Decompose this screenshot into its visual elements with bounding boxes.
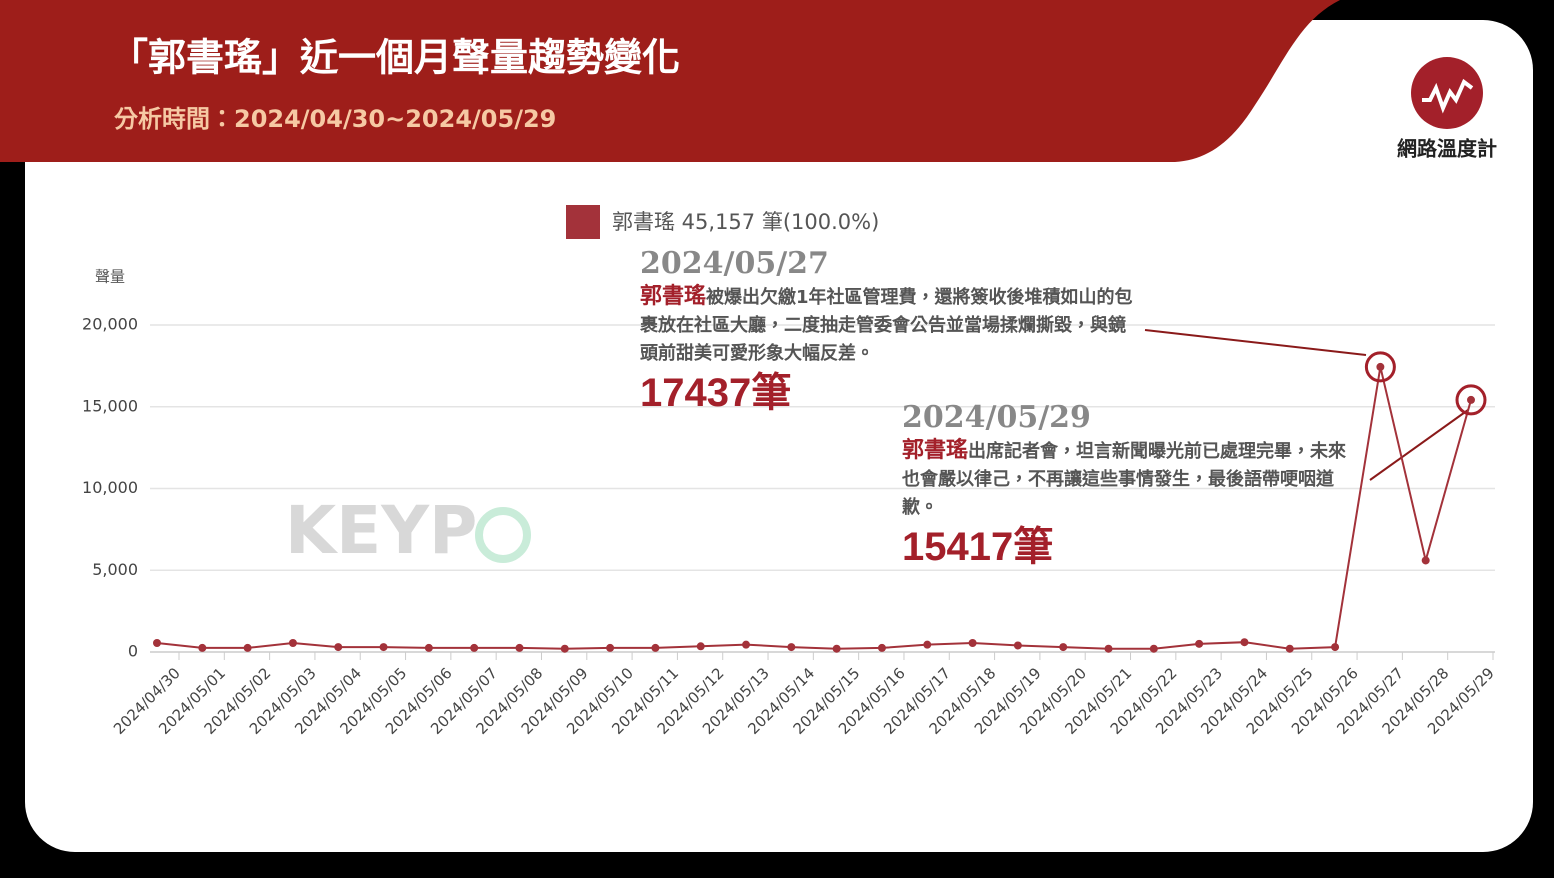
point <box>1376 362 1385 371</box>
point <box>1059 643 1068 652</box>
annotation: 2024/05/27 郭書瑤被爆出欠繳1年社區管理費，還將簽收後堆積如山的包裹放… <box>640 245 1140 418</box>
annotation: 2024/05/29 郭書瑤出席記者會，坦言新聞曝光前已處理完畢，未來也會嚴以律… <box>902 399 1362 572</box>
header-band <box>0 0 1340 162</box>
watermark-icon <box>475 507 531 563</box>
point <box>606 643 615 652</box>
y-tick-label: 0 <box>128 642 138 661</box>
point <box>424 643 433 652</box>
annotation-text: 郭書瑤出席記者會，坦言新聞曝光前已處理完畢，未來也會嚴以律己，不再讓這些事情發生… <box>902 437 1362 522</box>
annotation-text: 郭書瑤被爆出欠繳1年社區管理費，還將簽收後堆積如山的包裹放在社區大廳，二度抽走管… <box>640 283 1140 368</box>
y-tick-label: 15,000 <box>82 396 138 415</box>
point <box>515 643 524 652</box>
point <box>1421 556 1430 565</box>
subtitle: 分析時間：2024/04/30~2024/05/29 <box>114 105 556 133</box>
y-tick-label: 10,000 <box>82 478 138 497</box>
point <box>153 639 161 648</box>
annotation-name: 郭書瑤 <box>640 284 707 309</box>
point <box>696 642 705 651</box>
highlight-ring <box>1455 384 1487 416</box>
point <box>334 643 343 652</box>
y-tick-label: 20,000 <box>82 315 138 334</box>
point <box>288 639 297 648</box>
point <box>560 644 569 653</box>
annotation-body: 出席記者會，坦言新聞曝光前已處理完畢，未來也會嚴以律己，不再讓這些事情發生，最後… <box>902 441 1347 518</box>
annotation-value: 15417筆 <box>902 525 1054 569</box>
point <box>1104 644 1113 653</box>
annotation-date: 2024/05/27 <box>640 246 829 281</box>
point <box>198 643 207 652</box>
point <box>243 643 252 652</box>
point <box>470 643 479 652</box>
legend-label: 郭書瑤 45,157 筆(100.0%) <box>612 210 879 234</box>
point <box>1240 638 1249 647</box>
point <box>832 644 841 653</box>
connector <box>1369 409 1469 481</box>
logo <box>1411 57 1483 129</box>
brand: 網路溫度計 <box>1397 137 1497 161</box>
point <box>1149 644 1158 653</box>
point <box>968 639 977 648</box>
highlight-ring <box>1364 351 1396 383</box>
point <box>379 643 388 652</box>
point <box>1467 395 1475 404</box>
point <box>1195 639 1204 648</box>
logo-icon <box>1422 78 1474 114</box>
annotation-name: 郭書瑤 <box>902 438 969 463</box>
line <box>156 366 1472 650</box>
point <box>742 640 751 649</box>
legend-swatch <box>566 205 600 239</box>
annotation-body: 被爆出欠繳1年社區管理費，還將簽收後堆積如山的包裹放在社區大廳，二度抽走管委會公… <box>640 287 1133 364</box>
connector <box>1144 329 1367 356</box>
card <box>25 20 1533 852</box>
annotation-date: 2024/05/29 <box>902 400 1091 435</box>
chart-title: 「郭書瑤」近一個月聲量趨勢變化 <box>110 36 680 80</box>
point <box>787 643 796 652</box>
y-tick-label: 5,000 <box>92 560 138 579</box>
y-axis-label: 聲量 <box>95 268 125 286</box>
point <box>1331 643 1340 652</box>
watermark: KEYP <box>285 492 477 569</box>
point <box>1013 641 1022 650</box>
point <box>1285 644 1294 653</box>
point <box>651 643 660 652</box>
annotation-value: 17437筆 <box>640 371 792 415</box>
point <box>923 640 932 649</box>
point <box>877 643 886 652</box>
